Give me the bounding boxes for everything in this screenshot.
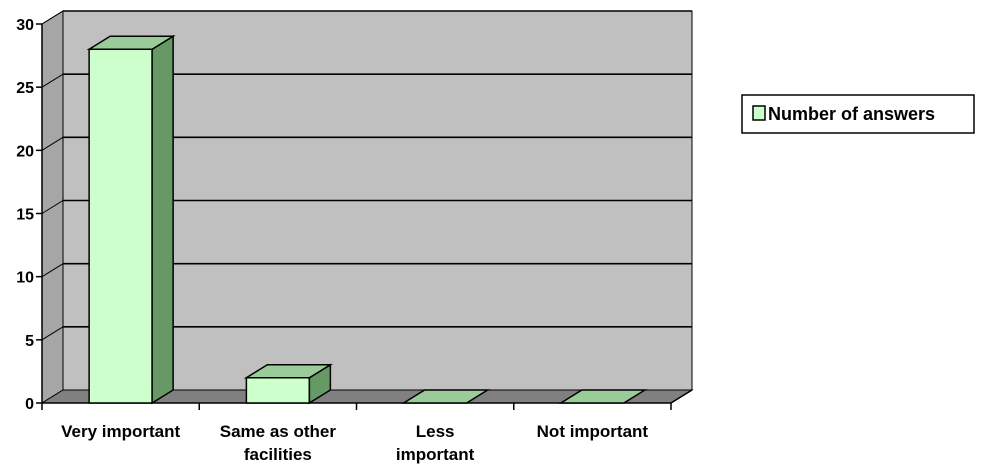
legend-swatch — [752, 105, 766, 121]
chart-bars — [86, 34, 648, 405]
chart-legend: Number of answers — [741, 94, 975, 134]
x-category-label-0-line-0: Very important — [61, 422, 180, 441]
bar-side-0 — [151, 34, 174, 405]
side-gridline-25 — [41, 73, 64, 88]
x-category-label-2-line-1: important — [396, 445, 475, 464]
x-axis-depth-edge — [670, 389, 693, 404]
x-category-label-3-line-0: Not important — [537, 422, 649, 441]
bar-top-3 — [558, 389, 648, 404]
bar-0 — [86, 34, 176, 405]
legend-label: Number of answers — [768, 104, 935, 124]
x-axis-category-labels: Very important Same as other facilities Les… — [61, 422, 648, 464]
y-tick-label-10: 10 — [16, 270, 34, 287]
x-category-label-1-line-0: Same as other — [220, 422, 337, 441]
bar-top-2 — [400, 389, 491, 404]
side-gridline-15 — [41, 200, 64, 214]
bar-1 — [243, 363, 334, 405]
bar-top-0 — [86, 35, 176, 51]
y-tick-label-5: 5 — [25, 333, 34, 350]
bar-3 — [558, 389, 648, 404]
y-tick-label-25: 25 — [16, 80, 34, 97]
y-tick-label-0: 0 — [25, 396, 34, 413]
x-category-label-1-line-1: facilities — [244, 445, 312, 464]
legend-box — [741, 94, 975, 134]
x-category-label-2-line-0: Less — [416, 422, 455, 441]
side-gridline-30 — [41, 10, 64, 25]
side-gridline-20 — [41, 136, 64, 151]
side-gridline-10 — [41, 263, 64, 278]
bar-front-0 — [88, 48, 153, 404]
y-tick-label-15: 15 — [16, 207, 34, 224]
bar-front-1 — [245, 376, 311, 404]
y-tick-label-30: 30 — [16, 17, 34, 34]
y-tick-label-20: 20 — [16, 143, 34, 160]
y-axis-tick-labels: 0 5 10 15 20 25 30 — [16, 17, 34, 413]
bar-top-1 — [243, 363, 334, 379]
bar-2 — [400, 389, 491, 404]
side-gridline-5 — [41, 326, 64, 341]
